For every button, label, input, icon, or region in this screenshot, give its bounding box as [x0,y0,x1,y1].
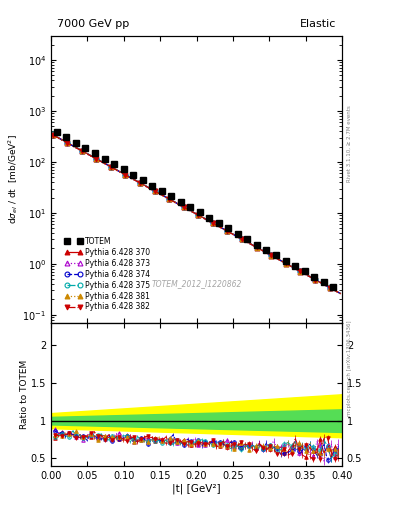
TOTEM [283,258,288,264]
TOTEM [197,209,202,216]
Pythia 6.428 374 [222,226,226,232]
Pythia 6.428 373 [247,241,252,247]
Pythia 6.428 373 [225,228,230,234]
Text: mcplots.cern.ch [arXiv:1306.3436]: mcplots.cern.ch [arXiv:1306.3436] [347,321,352,416]
Pythia 6.428 370 [50,132,55,138]
Pythia 6.428 381 [50,132,55,138]
Pythia 6.428 370 [225,228,230,234]
Pythia 6.428 381 [236,234,241,241]
Pythia 6.428 382 [225,228,230,234]
Pythia 6.428 370 [222,226,226,232]
Text: 7000 GeV pp: 7000 GeV pp [57,18,129,29]
Text: Rivet 3.1.10, ≥ 2.7M events: Rivet 3.1.10, ≥ 2.7M events [347,105,352,182]
Pythia 6.428 375 [338,290,343,296]
Text: Elastic: Elastic [300,18,336,29]
TOTEM [131,172,136,178]
TOTEM [73,140,78,146]
Pythia 6.428 375 [305,272,310,279]
Legend: TOTEM, Pythia 6.428 370, Pythia 6.428 373, Pythia 6.428 374, Pythia 6.428 375, P: TOTEM, Pythia 6.428 370, Pythia 6.428 37… [64,236,152,313]
Pythia 6.428 382 [50,132,55,138]
Pythia 6.428 370 [305,272,310,279]
Line: TOTEM: TOTEM [53,129,337,291]
Line: Pythia 6.428 381: Pythia 6.428 381 [50,133,343,296]
TOTEM [321,279,326,285]
Pythia 6.428 375 [225,228,230,234]
Pythia 6.428 373 [222,226,226,232]
TOTEM [112,161,116,167]
Pythia 6.428 374 [247,240,252,246]
Pythia 6.428 374 [305,272,310,279]
Pythia 6.428 374 [178,202,182,208]
Line: Pythia 6.428 375: Pythia 6.428 375 [50,132,343,296]
TOTEM [274,252,278,259]
TOTEM [245,236,250,242]
TOTEM [55,129,59,135]
Line: Pythia 6.428 370: Pythia 6.428 370 [50,132,343,296]
TOTEM [159,188,164,194]
Pythia 6.428 382 [338,290,343,296]
Pythia 6.428 370 [178,202,182,208]
Pythia 6.428 375 [247,240,252,246]
Pythia 6.428 375 [50,132,55,138]
Pythia 6.428 375 [236,234,241,240]
TOTEM [312,273,316,280]
Line: Pythia 6.428 382: Pythia 6.428 382 [50,132,343,296]
Pythia 6.428 370 [247,240,252,246]
Pythia 6.428 382 [247,240,252,246]
Pythia 6.428 381 [338,291,343,297]
Pythia 6.428 381 [222,226,226,232]
TOTEM [302,268,307,274]
TOTEM [235,231,240,237]
TOTEM [255,242,259,248]
TOTEM [64,134,69,140]
Pythia 6.428 382 [305,272,310,279]
Pythia 6.428 374 [236,234,241,240]
Pythia 6.428 370 [338,290,343,296]
TOTEM [102,156,107,162]
Pythia 6.428 381 [247,241,252,247]
Pythia 6.428 381 [305,272,310,279]
Pythia 6.428 374 [338,290,343,296]
Pythia 6.428 373 [305,272,310,279]
Pythia 6.428 381 [178,202,182,208]
Pythia 6.428 382 [222,226,226,232]
Pythia 6.428 374 [225,228,230,234]
TOTEM [188,204,193,210]
Pythia 6.428 373 [50,132,55,138]
TOTEM [217,220,221,226]
TOTEM [293,263,298,269]
Pythia 6.428 375 [222,226,226,232]
Text: TOTEM_2012_I1220862: TOTEM_2012_I1220862 [151,279,242,288]
Pythia 6.428 381 [225,228,230,234]
TOTEM [178,199,183,205]
TOTEM [121,166,126,173]
TOTEM [226,225,231,231]
TOTEM [264,247,269,253]
Pythia 6.428 382 [236,234,241,240]
Pythia 6.428 373 [338,291,343,297]
Y-axis label: Ratio to TOTEM: Ratio to TOTEM [20,359,29,429]
TOTEM [150,182,154,188]
Pythia 6.428 370 [236,234,241,240]
Line: Pythia 6.428 374: Pythia 6.428 374 [50,132,343,296]
TOTEM [93,151,97,157]
Y-axis label: d$\sigma_{el}$ / dt  [mb/GeV$^2$]: d$\sigma_{el}$ / dt [mb/GeV$^2$] [6,134,20,224]
TOTEM [331,284,336,290]
TOTEM [83,145,88,151]
TOTEM [169,193,174,199]
TOTEM [140,177,145,183]
Pythia 6.428 375 [178,202,182,208]
TOTEM [207,215,212,221]
Pythia 6.428 373 [178,202,182,208]
Line: Pythia 6.428 373: Pythia 6.428 373 [50,133,343,296]
Pythia 6.428 373 [236,234,241,241]
Pythia 6.428 374 [50,132,55,138]
X-axis label: |t| [GeV²]: |t| [GeV²] [172,483,221,494]
Pythia 6.428 382 [178,202,182,208]
